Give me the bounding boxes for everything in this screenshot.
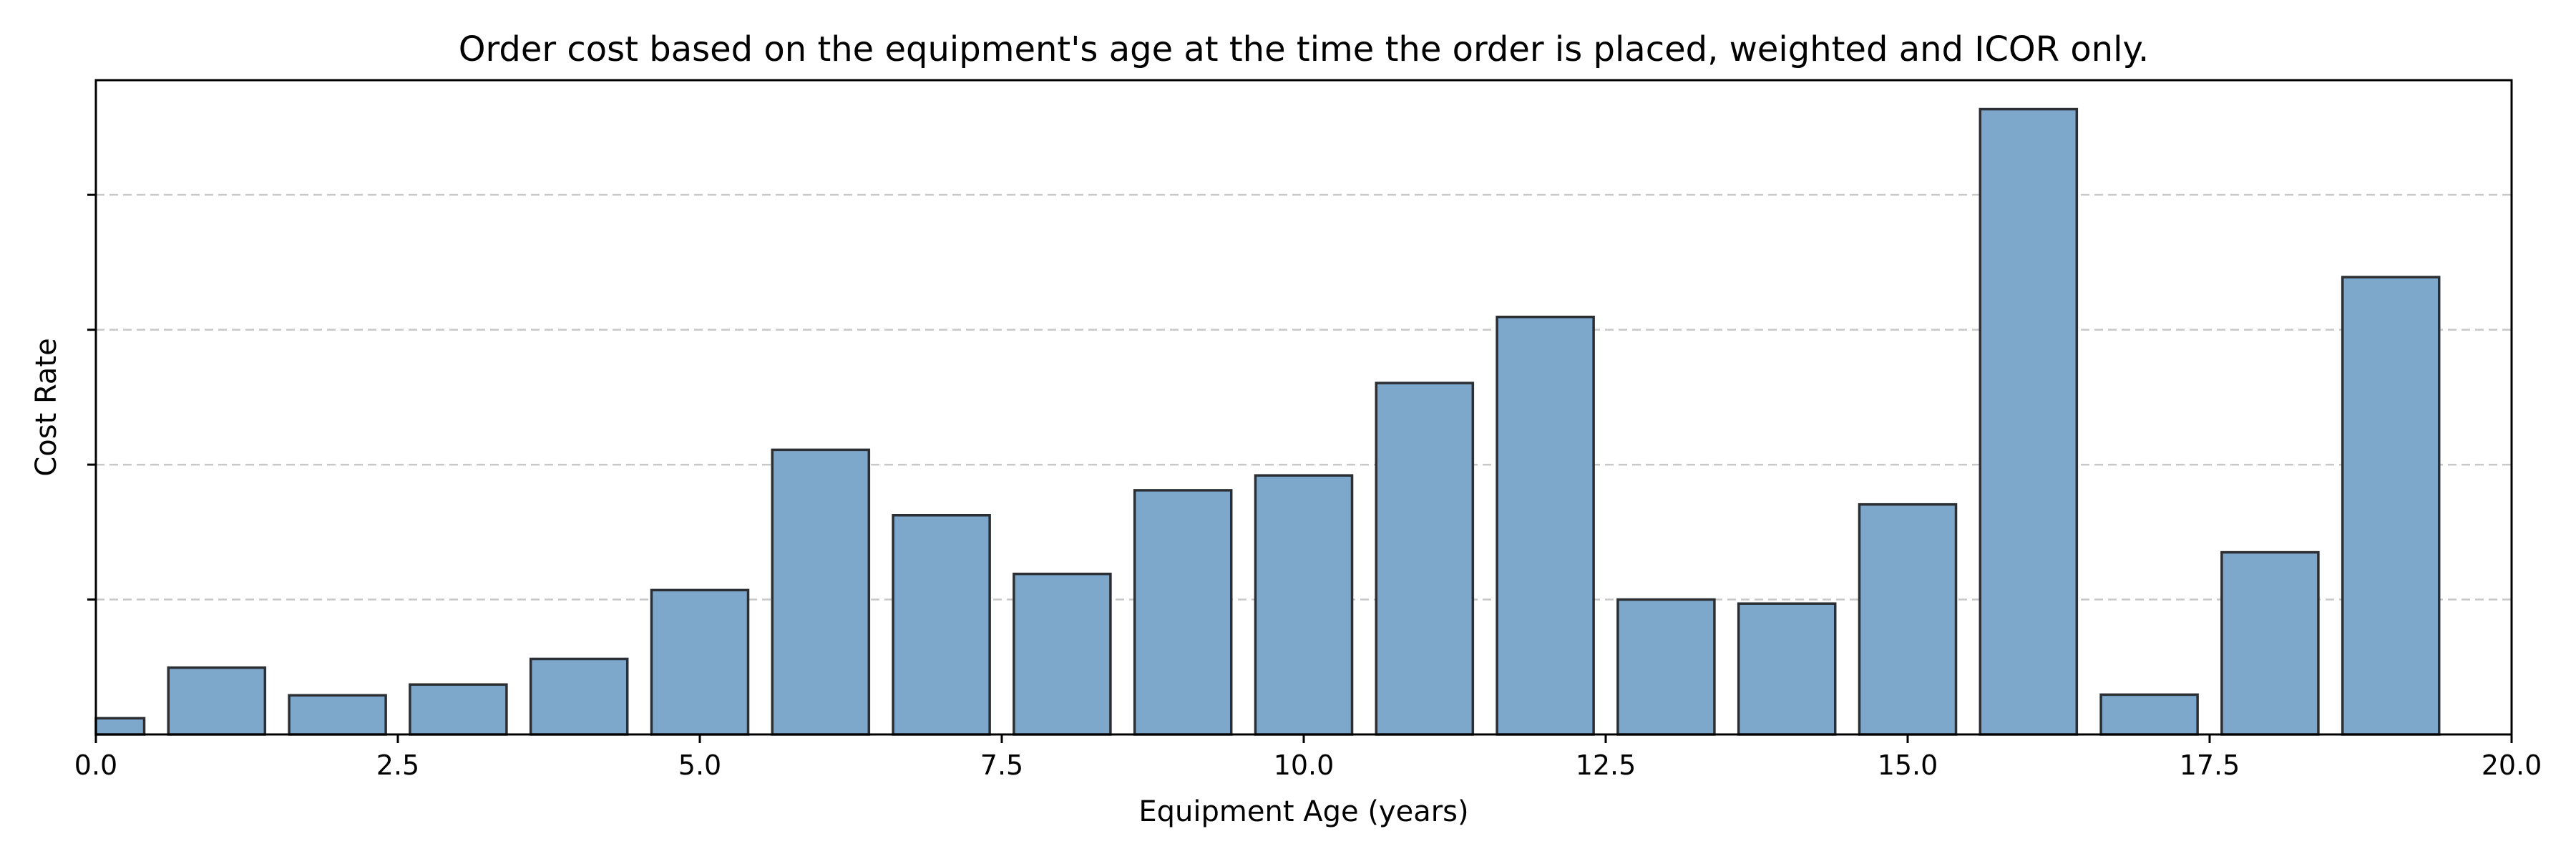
bar-age-14	[1737, 602, 1837, 736]
bar-age-17	[2099, 693, 2199, 736]
bar-age-18	[2220, 550, 2320, 736]
x-tick-label-2: 5.0	[678, 749, 721, 781]
bar-age-1	[167, 666, 267, 736]
x-tick-label-7: 17.5	[2180, 749, 2240, 781]
x-tick-label-3: 7.5	[980, 749, 1023, 781]
x-tick-label-4: 10.0	[1274, 749, 1335, 781]
bar-age-8	[1013, 572, 1112, 736]
bar-age-3	[409, 683, 508, 736]
bar-age-12	[1496, 315, 1595, 736]
bar-age-13	[1616, 598, 1716, 736]
bar-age-16	[1979, 107, 2079, 736]
bar-age-10	[1254, 474, 1354, 736]
bar-layer	[94, 107, 2441, 736]
bar-age-9	[1133, 489, 1233, 736]
x-tick-layer: 0.0 2.5 5.0 7.5 10.0 12.5 15.0 17.5 20.0	[74, 734, 2542, 781]
bar-age-11	[1375, 382, 1475, 736]
chart-title: Order cost based on the equipment's age …	[459, 29, 2150, 69]
x-tick-label-1: 2.5	[376, 749, 419, 781]
bar-age-4	[529, 657, 629, 736]
bar-age-5	[650, 588, 750, 736]
y-axis-label: Cost Rate	[30, 338, 63, 476]
bar-age-0	[94, 717, 146, 736]
x-tick-label-6: 15.0	[1878, 749, 1938, 781]
x-tick-label-8: 20.0	[2482, 749, 2542, 781]
bar-age-7	[892, 514, 991, 736]
y-tick-layer	[87, 193, 96, 601]
x-tick-label-0: 0.0	[74, 749, 117, 781]
x-tick-label-5: 12.5	[1576, 749, 1636, 781]
bar-age-6	[771, 448, 871, 736]
bar-age-15	[1858, 503, 1958, 736]
x-axis-label: Equipment Age (years)	[1138, 795, 1468, 828]
grid-layer	[96, 193, 2512, 601]
bar-age-2	[288, 694, 387, 736]
bar-age-19	[2341, 276, 2441, 736]
